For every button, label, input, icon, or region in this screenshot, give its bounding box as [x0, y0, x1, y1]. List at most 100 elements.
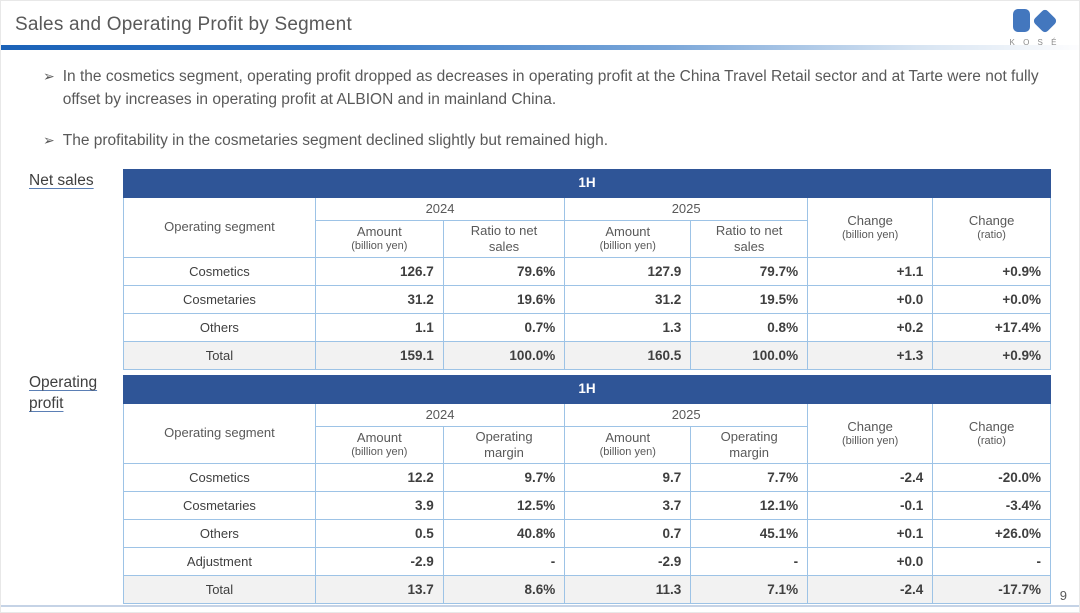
value-cell: +0.0 [807, 547, 934, 576]
value-cell: +17.4% [932, 313, 1051, 342]
value-cell: 9.7 [564, 463, 692, 492]
operating-profit-table: 1H Operating segment 2024 2025 Change (b… [123, 375, 1051, 604]
value-cell: 126.7 [314, 257, 444, 286]
segment-cell: Others [123, 313, 316, 342]
value-cell: 160.5 [564, 341, 692, 370]
value-cell: +0.0% [932, 285, 1051, 314]
segment-cell: Cosmetics [123, 463, 316, 492]
value-cell: 0.8% [690, 313, 809, 342]
margin-header: Operating margin [690, 426, 809, 464]
value-cell: 13.7 [314, 575, 444, 604]
value-cell: -2.9 [564, 547, 692, 576]
value-cell: -17.7% [932, 575, 1051, 604]
amount-header: Amount (billion yen) [314, 220, 444, 258]
year-2024-header: 2024 [314, 197, 566, 221]
year-header-row: Operating segment 2024 2025 Change (bill… [123, 403, 1051, 464]
table-row: Total 159.1 100.0% 160.5 100.0% +1.3 +0.9% [123, 341, 1051, 370]
table-row: Adjustment -2.9- -2.9- +0.0- [123, 547, 1051, 576]
segment-cell: Total [123, 575, 316, 604]
value-cell: 0.7% [442, 313, 566, 342]
value-cell: 3.7 [564, 491, 692, 520]
segment-cell: Cosmetaries [123, 491, 316, 520]
segment-cell: Total [123, 341, 316, 370]
table-row: Cosmetaries 31.2 19.6% 31.2 19.5% +0.0 +0.0% [123, 285, 1051, 314]
segment-cell: Cosmetaries [123, 285, 316, 314]
value-cell: 1.1 [314, 313, 444, 342]
value-cell: +1.3 [807, 341, 934, 370]
change-ratio-header: Change (ratio) [932, 197, 1051, 258]
measure-header-row: Amount (billion yen) Ratio to net sales … [124, 220, 1051, 258]
operating-profit-label: Operating profit [29, 374, 98, 412]
value-cell: 12.2 [314, 463, 444, 492]
value-cell: +0.9% [932, 257, 1051, 286]
value-cell: - [932, 547, 1051, 576]
bullet-text: In the cosmetics segment, operating prof… [62, 68, 1039, 109]
bullet-item: ➢ In the cosmetics segment, operating pr… [43, 65, 1047, 112]
table-row: Others 1.1 0.7% 1.3 0.8% +0.2 +17.4% [123, 313, 1051, 342]
year-2025-header: 2025 [564, 197, 809, 221]
amount-header: Amount (billion yen) [564, 426, 692, 464]
table-row: Cosmetaries 3.9 12.5% 3.7 12.1% -0.1 -3.4% [123, 491, 1051, 520]
value-cell: 8.6% [442, 575, 566, 604]
value-cell: 100.0% [442, 341, 566, 370]
change-ratio-header: Change (ratio) [932, 403, 1051, 464]
measure-header-row: Amount (billion yen) Operating margin Am… [124, 426, 1051, 464]
logo-diamond-icon [1031, 7, 1058, 34]
value-cell: 12.5% [442, 491, 566, 520]
bullet-text: The profitability in the cosmetaries seg… [62, 131, 609, 149]
value-cell: -2.4 [807, 463, 934, 492]
value-cell: +1.1 [807, 257, 934, 286]
segment-column-header: Operating segment [123, 197, 316, 258]
value-cell: 19.6% [442, 285, 566, 314]
value-cell: - [442, 547, 566, 576]
value-cell: 45.1% [690, 519, 809, 548]
period-header: 1H [123, 375, 1051, 404]
value-cell: 9.7% [442, 463, 566, 492]
year-2025-header: 2025 [564, 403, 809, 427]
value-cell: 79.7% [690, 257, 809, 286]
bullet-list: ➢ In the cosmetics segment, operating pr… [43, 65, 1047, 169]
segment-cell: Others [123, 519, 316, 548]
period-row: 1H [123, 169, 1051, 198]
value-cell: 31.2 [564, 285, 692, 314]
value-cell: -2.9 [314, 547, 444, 576]
change-amount-header: Change (billion yen) [807, 403, 934, 464]
value-cell: +0.9% [932, 341, 1051, 370]
value-cell: 0.5 [314, 519, 444, 548]
value-cell: - [690, 547, 809, 576]
change-amount-header: Change (billion yen) [807, 197, 934, 258]
bullet-arrow-icon: ➢ [43, 68, 55, 84]
margin-header: Operating margin [442, 426, 566, 464]
bullet-arrow-icon: ➢ [43, 131, 55, 148]
bullet-item: ➢ The profitability in the cosmetaries s… [43, 129, 1047, 152]
value-cell: -2.4 [807, 575, 934, 604]
value-cell: 7.1% [690, 575, 809, 604]
kose-logo: K O S É [1003, 7, 1063, 47]
table-row: Others 0.5 40.8% 0.7 45.1% +0.1 +26.0% [123, 519, 1051, 548]
value-cell: 12.1% [690, 491, 809, 520]
value-cell: 31.2 [314, 285, 444, 314]
page-number: 9 [1059, 588, 1067, 603]
value-cell: 7.7% [690, 463, 809, 492]
amount-header: Amount (billion yen) [564, 220, 692, 258]
value-cell: 79.6% [442, 257, 566, 286]
ratio-header: Ratio to net sales [442, 220, 566, 258]
value-cell: 19.5% [690, 285, 809, 314]
segment-column-header: Operating segment [123, 403, 316, 464]
value-cell: +0.0 [807, 285, 934, 314]
value-cell: +26.0% [932, 519, 1051, 548]
value-cell: 127.9 [564, 257, 692, 286]
segment-cell: Cosmetics [123, 257, 316, 286]
value-cell: 0.7 [564, 519, 692, 548]
value-cell: -3.4% [932, 491, 1051, 520]
logo-square-icon [1012, 9, 1030, 32]
year-2024-header: 2024 [314, 403, 566, 427]
value-cell: 100.0% [690, 341, 809, 370]
value-cell: 3.9 [314, 491, 444, 520]
table-row: Cosmetics 12.2 9.7% 9.7 7.7% -2.4 -20.0% [123, 463, 1051, 492]
period-header: 1H [123, 169, 1051, 198]
value-cell: 1.3 [564, 313, 692, 342]
value-cell: 159.1 [314, 341, 444, 370]
value-cell: 40.8% [442, 519, 566, 548]
